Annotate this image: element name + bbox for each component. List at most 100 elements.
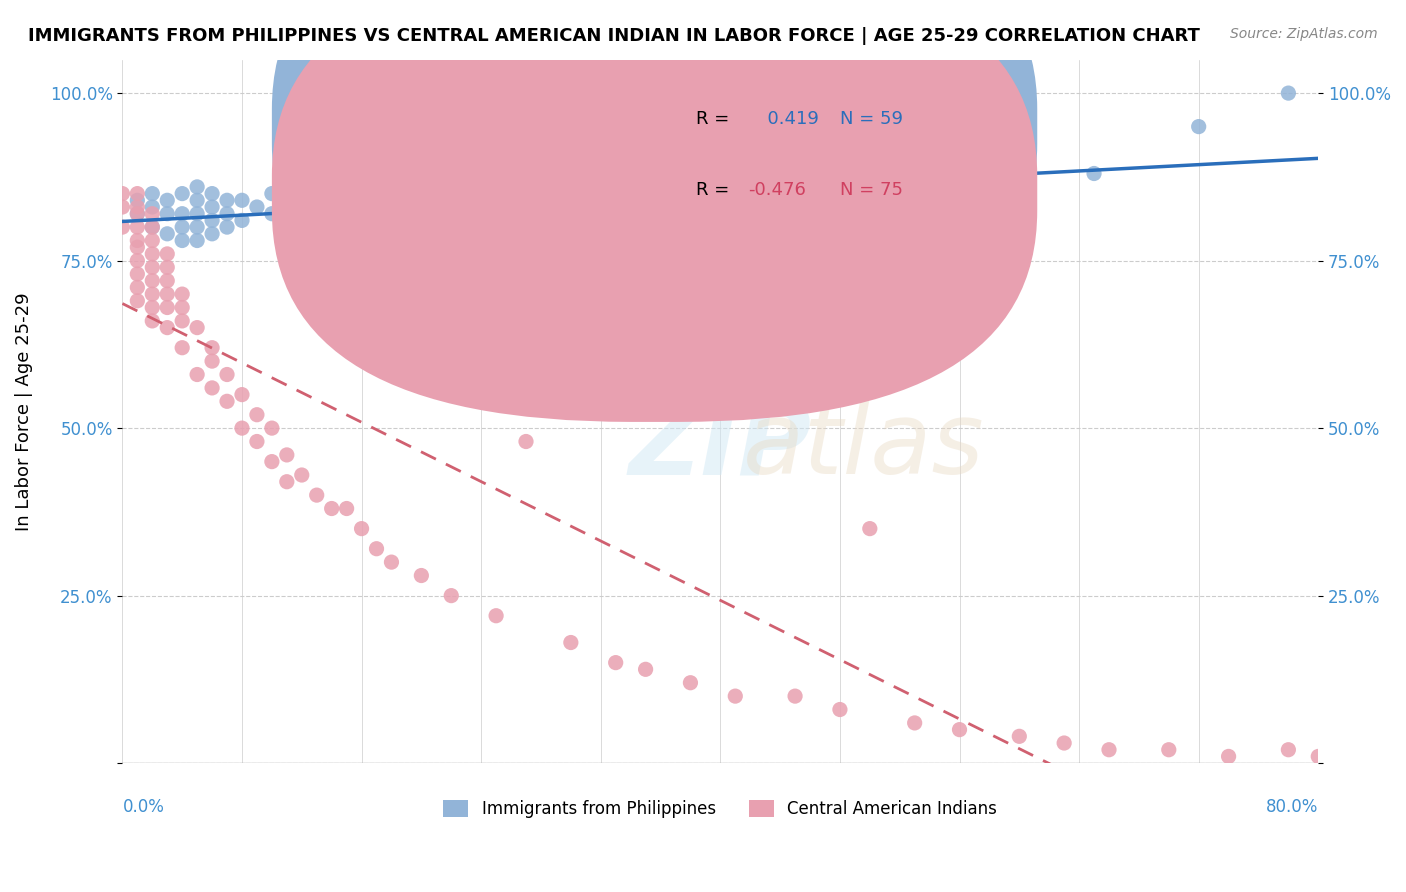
Point [740, 194, 762, 208]
Point [440, 247, 463, 261]
Point [321, 194, 343, 208]
Point [201, 213, 224, 227]
Point [260, 455, 283, 469]
Point [127, 220, 149, 235]
Point [485, 608, 508, 623]
Point [1308, 749, 1330, 764]
Point [679, 675, 702, 690]
Point [156, 274, 179, 288]
Point [1098, 743, 1121, 757]
Point [186, 194, 208, 208]
Point [321, 173, 343, 187]
Point [260, 207, 283, 221]
Point [276, 180, 298, 194]
Point [246, 408, 269, 422]
Point [783, 689, 806, 703]
Point [111, 200, 134, 214]
Text: ZIP: ZIP [628, 398, 811, 495]
Point [291, 180, 314, 194]
Point [366, 541, 388, 556]
Point [1053, 736, 1076, 750]
Point [127, 280, 149, 294]
Point [215, 220, 238, 235]
Point [172, 341, 194, 355]
Point [276, 448, 298, 462]
Point [634, 662, 657, 676]
Point [215, 207, 238, 221]
Point [260, 421, 283, 435]
Point [231, 194, 253, 208]
Point [828, 702, 851, 716]
Point [814, 180, 837, 194]
Point [186, 234, 208, 248]
Point [350, 522, 373, 536]
Point [889, 207, 911, 221]
Point [215, 394, 238, 409]
Text: Source: ZipAtlas.com: Source: ZipAtlas.com [1230, 27, 1378, 41]
Point [127, 207, 149, 221]
Point [859, 522, 882, 536]
Point [291, 200, 314, 214]
Point [127, 186, 149, 201]
Point [186, 368, 208, 382]
Point [111, 186, 134, 201]
Point [172, 301, 194, 315]
Point [1277, 743, 1299, 757]
Point [411, 568, 433, 582]
Point [186, 320, 208, 334]
Point [904, 715, 927, 730]
FancyBboxPatch shape [271, 0, 1038, 422]
Point [544, 207, 567, 221]
Point [141, 274, 163, 288]
Point [305, 186, 328, 201]
Point [1218, 749, 1240, 764]
Point [1157, 743, 1180, 757]
Point [1083, 167, 1105, 181]
Point [201, 341, 224, 355]
Point [1277, 86, 1299, 100]
Point [186, 220, 208, 235]
Point [127, 200, 149, 214]
Point [260, 186, 283, 201]
Point [515, 234, 537, 248]
Point [1188, 120, 1211, 134]
Point [305, 488, 328, 502]
Point [127, 267, 149, 281]
Point [156, 287, 179, 301]
Point [679, 247, 702, 261]
Point [141, 186, 163, 201]
Point [201, 227, 224, 241]
Text: IMMIGRANTS FROM PHILIPPINES VS CENTRAL AMERICAN INDIAN IN LABOR FORCE | AGE 25-2: IMMIGRANTS FROM PHILIPPINES VS CENTRAL A… [28, 27, 1199, 45]
Point [440, 589, 463, 603]
Point [515, 434, 537, 449]
Point [1008, 153, 1031, 167]
Point [127, 240, 149, 254]
Point [127, 293, 149, 308]
Legend: Immigrants from Philippines, Central American Indians: Immigrants from Philippines, Central Ame… [437, 794, 1004, 825]
Point [425, 220, 447, 235]
Point [172, 314, 194, 328]
Point [321, 501, 343, 516]
Point [141, 220, 163, 235]
Point [276, 475, 298, 489]
Point [141, 234, 163, 248]
Point [560, 635, 582, 649]
Y-axis label: In Labor Force | Age 25-29: In Labor Force | Age 25-29 [15, 292, 32, 531]
Point [380, 220, 402, 235]
Point [186, 207, 208, 221]
Point [485, 180, 508, 194]
Point [156, 260, 179, 275]
Point [172, 186, 194, 201]
Point [456, 234, 478, 248]
Point [127, 234, 149, 248]
Point [156, 227, 179, 241]
Point [141, 260, 163, 275]
Point [201, 200, 224, 214]
Point [589, 220, 612, 235]
Point [172, 234, 194, 248]
Text: R =: R = [696, 111, 735, 128]
Text: 0.0%: 0.0% [122, 798, 165, 816]
Point [231, 213, 253, 227]
Point [380, 555, 402, 569]
Point [231, 421, 253, 435]
